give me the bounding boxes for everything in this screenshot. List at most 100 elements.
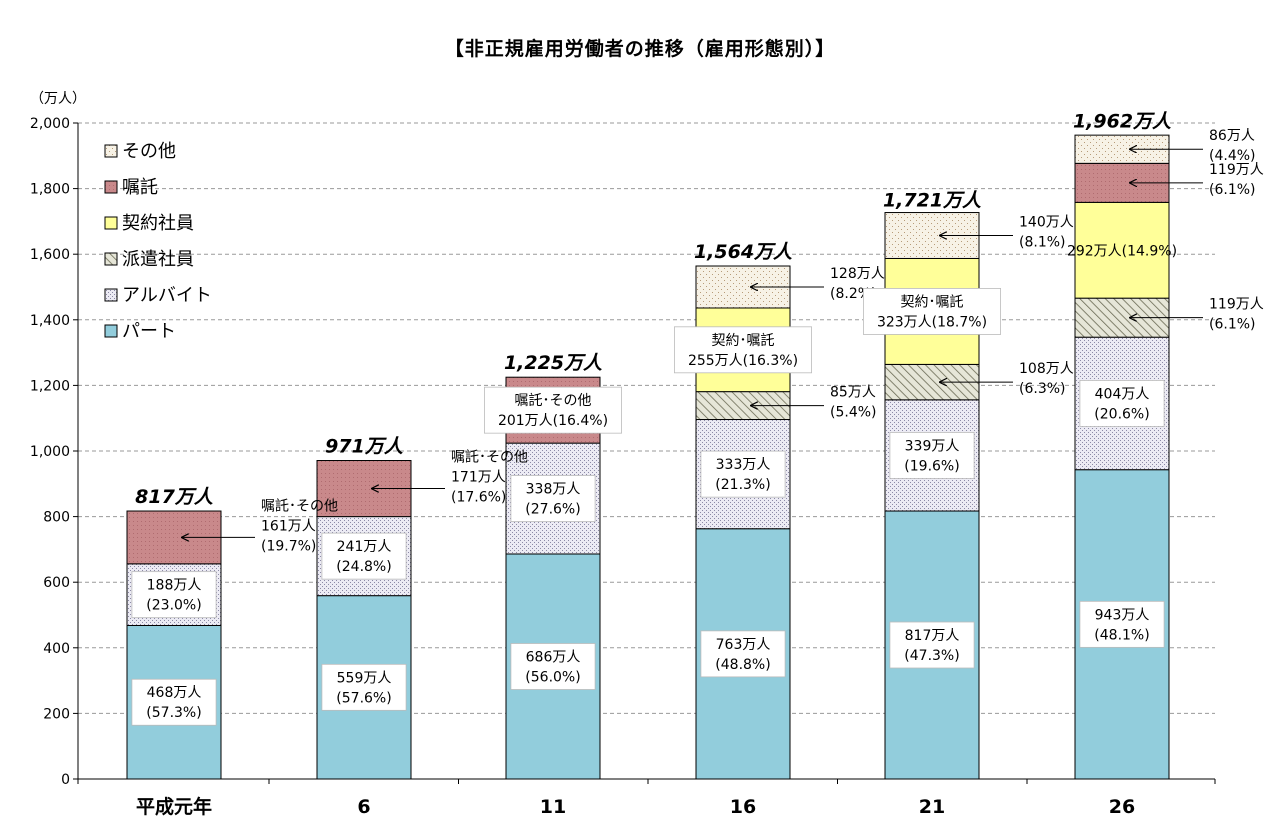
segment-label-line: 嘱託･その他 xyxy=(261,498,338,514)
segment-label-line: 171万人 xyxy=(451,470,506,486)
segment-label-line: 339万人 xyxy=(905,438,960,454)
segment-label: 契約･嘱託 255万人(16.3%) xyxy=(674,326,813,374)
legend-swatch xyxy=(104,288,118,302)
x-tick-label: 11 xyxy=(540,796,566,818)
y-tick-label: 1,600 xyxy=(30,247,70,263)
x-tick-label: 16 xyxy=(730,796,756,818)
y-tick-label: 400 xyxy=(43,641,70,657)
legend-item-sonota: その他 xyxy=(104,141,176,162)
segment-label-line: 128万人 xyxy=(830,266,885,282)
segment-label: 140万人 (8.1%) xyxy=(1019,215,1074,251)
y-tick-label: 2,000 xyxy=(30,116,70,132)
segment-label-line: 201万人(16.4%) xyxy=(498,413,608,429)
segment-label-line: 559万人 xyxy=(337,670,392,686)
segment-label-line: 255万人(16.3%) xyxy=(688,353,798,369)
segment-label: 119万人 (6.1%) xyxy=(1209,297,1264,333)
label-box xyxy=(1079,600,1165,648)
x-tick-label: 21 xyxy=(919,796,945,818)
y-tick-label: 1,800 xyxy=(30,182,70,198)
segment-label-line: (4.4%) xyxy=(1209,148,1256,164)
legend-label: パート xyxy=(122,321,176,342)
legend-swatch xyxy=(104,324,118,338)
segment-label-line: 323万人(18.7%) xyxy=(877,314,987,330)
legend-label: その他 xyxy=(122,141,176,162)
segment-label-line: (48.1%) xyxy=(1094,627,1149,643)
segment-label-line: 119万人 xyxy=(1209,297,1264,313)
label-box xyxy=(863,288,1002,335)
segment-label-line: 292万人(14.9%) xyxy=(1067,243,1177,259)
segment-label-line: (24.8%) xyxy=(336,559,391,575)
segment-label-line: (27.6%) xyxy=(525,502,580,518)
y-tick-label: 1,000 xyxy=(30,444,70,460)
segment-label-line: (6.1%) xyxy=(1209,317,1256,333)
label-box xyxy=(700,450,786,498)
legend-label: 派遣社員 xyxy=(122,249,194,270)
segment-label-line: 188万人 xyxy=(147,578,202,594)
label-box xyxy=(510,643,596,690)
segment-label-line: (8.1%) xyxy=(1019,235,1066,251)
legend-item-arbeit: アルバイト xyxy=(104,285,212,306)
legend-item-part: パート xyxy=(104,321,176,342)
segment-label-line: (17.6%) xyxy=(451,490,506,506)
segment-label: 嘱託･その他 201万人(16.4%) xyxy=(483,386,622,434)
segment-label: 86万人 (4.4%) xyxy=(1209,128,1256,164)
segment-label: 契約･嘱託 323万人(18.7%) xyxy=(863,288,1002,335)
segment-label: 119万人 (6.1%) xyxy=(1209,162,1264,198)
segment-label: 404万人 (20.6%) xyxy=(1079,380,1165,427)
segment-label-line: 140万人 xyxy=(1019,215,1074,231)
segment-label-line: 686万人 xyxy=(526,649,581,665)
segment-label-line: 241万人 xyxy=(337,539,392,555)
segment-label-line: (20.6%) xyxy=(1094,406,1149,422)
chart-title: 【非正規雇用労働者の推移（雇用形態別）】 xyxy=(444,38,836,60)
label-box xyxy=(889,432,975,479)
bar-total-label: 1,721万人 xyxy=(883,190,982,212)
bar-total-label: 817万人 xyxy=(135,486,214,508)
segment-label-line: (5.4%) xyxy=(830,405,877,421)
segment-label: 嘱託･その他 171万人 (17.6%) xyxy=(451,450,528,506)
segment-label-line: 338万人 xyxy=(526,482,581,498)
label-box xyxy=(700,630,786,678)
legend-swatch xyxy=(104,216,118,230)
segment-label: 333万人 (21.3%) xyxy=(700,450,786,498)
y-tick-label: 1,400 xyxy=(30,313,70,329)
label-box xyxy=(674,326,813,374)
segment-label-line: 86万人 xyxy=(1209,128,1255,144)
segment-label-line: (6.3%) xyxy=(1019,381,1066,397)
segment-label-line: (21.3%) xyxy=(715,477,770,493)
segment-label-line: 85万人 xyxy=(830,385,876,401)
segment-label: 339万人 (19.6%) xyxy=(889,432,975,479)
segment-label-line: 943万人 xyxy=(1095,607,1150,623)
x-tick-label: 26 xyxy=(1109,796,1135,818)
x-tick-label: 6 xyxy=(357,796,370,818)
segment-label-line: (56.0%) xyxy=(525,669,580,685)
y-axis-label: （万人） xyxy=(30,91,86,107)
segment-label-line: (6.1%) xyxy=(1209,182,1256,198)
segment-label-line: 817万人 xyxy=(905,628,960,644)
segment-label-line: 404万人 xyxy=(1095,386,1150,402)
legend-item-shokutaku: 嘱託 xyxy=(104,177,158,198)
segment-label-line: (48.8%) xyxy=(715,657,770,673)
label-box xyxy=(321,663,407,711)
y-tick-label: 800 xyxy=(43,510,70,526)
segment-label-line: 契約･嘱託 xyxy=(901,294,964,310)
segment-label: 108万人 (6.3%) xyxy=(1019,361,1074,397)
segment-label: 嘱託･その他 161万人 (19.7%) xyxy=(261,498,338,554)
segment-label-line: 119万人 xyxy=(1209,162,1264,178)
segment-label-line: (19.6%) xyxy=(904,458,959,474)
segment-label: 943万人 (48.1%) xyxy=(1079,600,1165,648)
segment-label-line: 468万人 xyxy=(147,685,202,701)
label-box xyxy=(1079,380,1165,427)
legend-item-haken: 派遣社員 xyxy=(104,249,194,270)
segment-label-line: (19.7%) xyxy=(261,538,316,554)
legend-swatch xyxy=(104,252,118,266)
segment-label: 292万人(14.9%) xyxy=(1067,243,1177,259)
x-tick-label: 平成元年 xyxy=(136,795,212,818)
segment-label-line: 嘱託･その他 xyxy=(515,393,592,409)
segment-label: 338万人 (27.6%) xyxy=(510,475,596,522)
segment-label-line: 763万人 xyxy=(716,637,771,653)
bar-total-label: 1,962万人 xyxy=(1073,110,1172,132)
label-box xyxy=(131,678,217,726)
segment-label-line: (47.3%) xyxy=(904,648,959,664)
y-tick-label: 0 xyxy=(61,772,70,788)
